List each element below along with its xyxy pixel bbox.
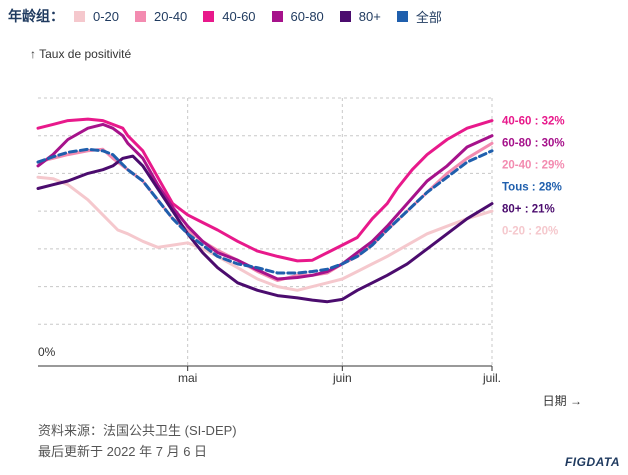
- figdata-logo: FIGDATA: [564, 455, 620, 469]
- series-end-label: 0-20 : 20%: [502, 226, 558, 238]
- series-end-label: 40-60 : 32%: [502, 116, 565, 128]
- series-line: [36, 175, 494, 292]
- x-tick-label: juil.: [482, 371, 501, 385]
- last-updated: 最后更新于 2022 年 7 月 6 日: [38, 444, 208, 459]
- series-end-label: 60-80 : 30%: [502, 138, 565, 150]
- legend-label: 40-60: [222, 8, 256, 24]
- legend-item[interactable]: 0-20: [74, 9, 119, 24]
- series-line: [36, 141, 494, 282]
- legend-item[interactable]: 20-40: [135, 9, 187, 24]
- legend-label: 20-40: [154, 8, 188, 24]
- legend-item[interactable]: 60-80: [271, 8, 324, 24]
- legend-swatch: [339, 10, 351, 22]
- series-end-label: Tous : 28%: [502, 182, 562, 194]
- legend-item[interactable]: 40-60: [203, 8, 256, 24]
- series-line: [36, 147, 494, 275]
- series-line: [36, 122, 494, 281]
- y-axis-label: ↑ Taux de positivité: [30, 47, 131, 61]
- source-line: 资料来源：法国公共卫生 (SI-DEP): [38, 423, 237, 438]
- legend-swatch: [396, 10, 408, 22]
- x-tick-label: mai: [178, 371, 197, 385]
- legend-label: 80+: [358, 8, 381, 24]
- legend-label: 0-20: [93, 8, 120, 24]
- legend-swatch: [203, 10, 215, 22]
- legend-title: 年龄组：: [8, 8, 64, 24]
- series-line: [36, 117, 494, 263]
- legend-label: 60-80: [290, 8, 324, 24]
- legend-item[interactable]: 80+: [339, 8, 381, 24]
- legend-label: 全部: [415, 9, 442, 25]
- source-note: 资料来源：法国公共卫生 (SI-DEP) 最后更新于 2022 年 7 月 6 …: [38, 420, 237, 462]
- series-line: [36, 154, 494, 304]
- legend-swatch: [135, 10, 147, 22]
- x-axis-label: 日期 →: [543, 394, 582, 408]
- legend: 年龄组： 0-20 20-40 40-60 60-80 80+ 全部: [8, 4, 458, 28]
- x-tick-label: juin: [332, 371, 352, 385]
- legend-item[interactable]: 全部: [396, 7, 442, 26]
- y-tick-label: 0%: [38, 345, 56, 359]
- legend-swatch: [271, 10, 283, 22]
- series-end-label: 20-40 : 29%: [502, 160, 565, 172]
- line-chart: ↑ Taux de positivité 0% mai juin juil. 日期 → 40…: [30, 47, 582, 408]
- series-end-label: 80+ : 21%: [502, 204, 555, 216]
- legend-swatch: [74, 10, 85, 22]
